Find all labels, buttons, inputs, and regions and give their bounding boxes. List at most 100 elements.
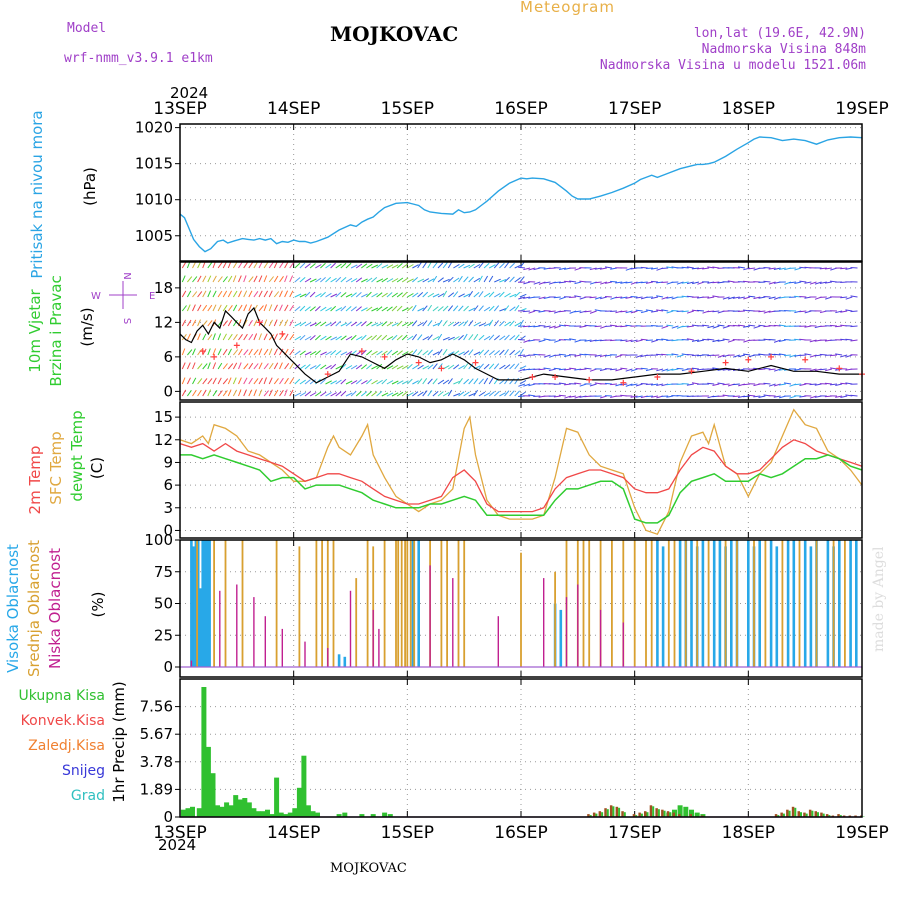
wind-panel: 0 6 12 18 10m Vjetar Brzina i Pravac (m/s) N S W E (26, 261, 865, 400)
wind-barb (376, 263, 383, 269)
precip-total-bar (692, 815, 694, 817)
pressure-ylabel: Pritisak na nivou mora (28, 110, 46, 278)
y-tick-label: 12 (154, 431, 173, 449)
wind-barb (737, 310, 745, 312)
wind-barb (509, 276, 515, 283)
wind-barb (325, 351, 332, 356)
wind-barb (197, 389, 202, 397)
wind-barb (666, 395, 674, 398)
wind-barb (493, 363, 500, 370)
wind-barb (504, 276, 510, 283)
precip-total-bar (283, 814, 289, 817)
cloud-mid-bar (781, 540, 784, 667)
wind-barb (483, 392, 491, 397)
wind-barb (186, 319, 192, 327)
wind-barb (330, 321, 337, 327)
wind-barb (666, 266, 674, 269)
wind-ylabel-2: Brzina i Pravac (47, 275, 65, 386)
temp-unit: (C) (88, 457, 106, 479)
gust-marker (233, 342, 240, 349)
wind-barb (494, 292, 501, 298)
wind-barb (468, 334, 474, 341)
station-altitude: Nadmorska Visina 848m (701, 42, 866, 57)
cloud-mid-bar (650, 540, 653, 667)
cloud-mid-bar (667, 540, 670, 667)
wind-barb (427, 261, 432, 269)
wind-barb (258, 389, 263, 397)
wind-barb (212, 362, 217, 370)
wind-barb (620, 296, 628, 299)
wind-barb (773, 383, 781, 387)
wind-barb (207, 334, 213, 341)
wind-barb (517, 339, 526, 341)
wind-barb (538, 368, 546, 371)
wind-barb (381, 350, 388, 356)
precip-total-bar (310, 811, 316, 817)
wind-barb (753, 325, 761, 329)
wind-barb (656, 309, 664, 312)
wind-barb (320, 306, 327, 312)
wind-barb (406, 306, 413, 312)
wind-barb (458, 378, 463, 385)
wind-barb (187, 349, 193, 356)
wind-barb (473, 322, 481, 327)
wind-barb (227, 333, 233, 341)
wind-barb (599, 395, 607, 399)
wind-barb (661, 338, 669, 341)
wind-barb (289, 319, 294, 327)
wind-barb (217, 333, 222, 341)
wind-barb (468, 378, 474, 385)
wind-barb (488, 334, 495, 341)
wind-barb (453, 277, 460, 283)
wind-barb (391, 364, 399, 370)
wind-barb (222, 304, 228, 312)
wind-barb (325, 276, 332, 283)
x-tick-label-top: 14SEP (267, 99, 320, 119)
wind-barb (499, 320, 505, 327)
wind-barb (361, 278, 368, 283)
wind-barb (238, 334, 243, 341)
x-axis-bottom: 13SEP 14SEP 15SEP 16SEP 17SEP 18SEP 19SEP (153, 823, 888, 843)
wind-barb (702, 267, 710, 270)
wind-barb (181, 362, 186, 370)
wind-barb (840, 296, 848, 299)
wind-barb (279, 389, 284, 397)
wind-barb (488, 275, 494, 283)
wind-barb (284, 389, 288, 397)
wind-barb (360, 349, 367, 356)
wind-barb (717, 382, 725, 385)
wind-barb (248, 290, 253, 298)
precip-total-bar (251, 808, 257, 817)
cloud-high-bar (343, 656, 347, 667)
wind-barb (366, 321, 373, 327)
wind-barb (320, 378, 326, 385)
precip-frame (179, 678, 863, 818)
wind-barb (468, 320, 474, 327)
wind-barb (707, 296, 715, 299)
cloud-low-bar (190, 660, 193, 667)
wind-barb (396, 305, 403, 312)
wind-barb (417, 334, 423, 341)
wind-barb (758, 395, 766, 398)
wind-barb (330, 350, 337, 356)
wind-barb (391, 264, 399, 269)
wind-barb (376, 306, 383, 312)
wind-barb (263, 304, 267, 312)
wind-barb (335, 307, 343, 312)
cloud-high-bar (718, 540, 722, 667)
cloud-low-bar (264, 616, 266, 667)
wind-barb (553, 325, 561, 329)
cloud-low-bar (497, 616, 499, 667)
wind-barb (268, 290, 273, 298)
wind-barb (299, 364, 306, 370)
wind-barb (386, 380, 394, 385)
wind-barb (238, 348, 243, 356)
x-tick-label-top: 18SEP (722, 99, 775, 119)
wind-barb (212, 290, 217, 298)
wind-barb (553, 395, 561, 398)
wind-barb (381, 306, 388, 312)
wind-barb (320, 364, 327, 370)
wind-barb (463, 363, 469, 370)
wind-barb (366, 378, 372, 385)
wind-barb (391, 305, 398, 312)
